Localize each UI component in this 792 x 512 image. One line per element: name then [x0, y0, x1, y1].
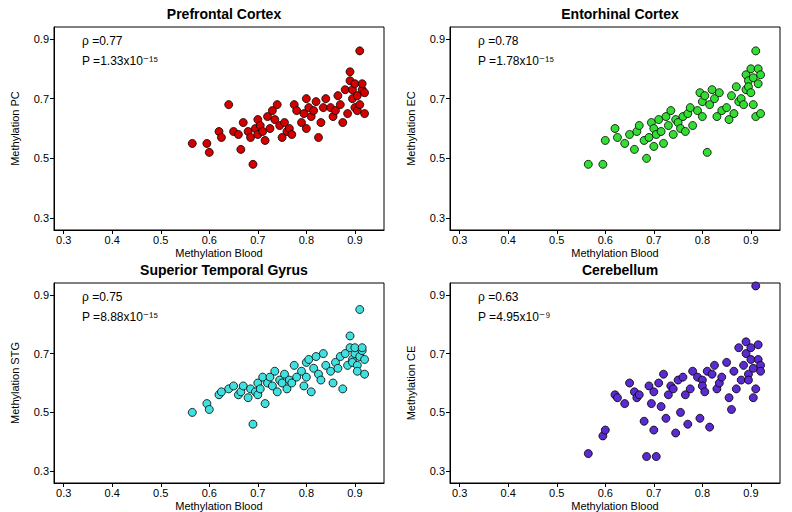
svg-text:Superior Temporal Gyrus: Superior Temporal Gyrus — [140, 262, 308, 278]
svg-text:Cerebellum: Cerebellum — [582, 262, 658, 278]
svg-text:0.9: 0.9 — [34, 289, 49, 301]
svg-text:P =1.33x10⁻¹⁵: P =1.33x10⁻¹⁵ — [82, 54, 158, 68]
svg-text:0.7: 0.7 — [646, 487, 661, 499]
svg-text:0.3: 0.3 — [34, 212, 49, 224]
svg-text:0.4: 0.4 — [501, 234, 516, 246]
svg-text:0.9: 0.9 — [347, 234, 362, 246]
svg-text:0.8: 0.8 — [695, 234, 710, 246]
svg-text:0.9: 0.9 — [743, 234, 758, 246]
svg-text:0.5: 0.5 — [34, 406, 49, 418]
svg-text:0.3: 0.3 — [56, 487, 71, 499]
svg-text:0.3: 0.3 — [430, 212, 445, 224]
svg-text:0.9: 0.9 — [430, 289, 445, 301]
svg-text:0.4: 0.4 — [105, 487, 120, 499]
svg-text:P =8.88x10⁻¹⁵: P =8.88x10⁻¹⁵ — [82, 310, 158, 324]
svg-text:0.8: 0.8 — [299, 234, 314, 246]
svg-text:Methylation CE: Methylation CE — [405, 346, 417, 421]
svg-text:0.7: 0.7 — [646, 234, 661, 246]
svg-text:Methylation Blood: Methylation Blood — [175, 500, 262, 512]
svg-text:0.5: 0.5 — [430, 406, 445, 418]
svg-text:0.9: 0.9 — [430, 33, 445, 45]
svg-text:ρ =0.77: ρ =0.77 — [82, 34, 123, 48]
svg-text:0.9: 0.9 — [34, 33, 49, 45]
svg-text:Entorhinal Cortex: Entorhinal Cortex — [561, 6, 679, 22]
svg-text:Methylation Blood: Methylation Blood — [571, 500, 658, 512]
svg-text:0.8: 0.8 — [695, 487, 710, 499]
svg-text:P =1.78x10⁻¹⁵: P =1.78x10⁻¹⁵ — [478, 54, 554, 68]
svg-text:0.3: 0.3 — [34, 465, 49, 477]
svg-text:0.7: 0.7 — [250, 234, 265, 246]
svg-text:0.5: 0.5 — [153, 234, 168, 246]
svg-text:0.5: 0.5 — [153, 487, 168, 499]
svg-text:0.8: 0.8 — [299, 487, 314, 499]
svg-text:0.6: 0.6 — [202, 487, 217, 499]
svg-text:Methylation PC: Methylation PC — [9, 91, 21, 166]
svg-text:0.7: 0.7 — [34, 348, 49, 360]
svg-text:0.9: 0.9 — [347, 487, 362, 499]
svg-text:ρ =0.75: ρ =0.75 — [82, 290, 123, 304]
svg-text:0.7: 0.7 — [430, 348, 445, 360]
svg-text:0.5: 0.5 — [430, 152, 445, 164]
svg-text:0.4: 0.4 — [105, 234, 120, 246]
svg-text:0.7: 0.7 — [34, 93, 49, 105]
svg-text:P =4.95x10⁻⁹: P =4.95x10⁻⁹ — [478, 310, 550, 324]
svg-text:Methylation Blood: Methylation Blood — [571, 247, 658, 259]
svg-text:0.3: 0.3 — [430, 465, 445, 477]
svg-text:0.5: 0.5 — [549, 234, 564, 246]
svg-text:Methylation STG: Methylation STG — [9, 342, 21, 424]
svg-text:0.3: 0.3 — [452, 234, 467, 246]
svg-text:Methylation Blood: Methylation Blood — [175, 247, 262, 259]
svg-text:Prefrontal Cortex: Prefrontal Cortex — [167, 6, 282, 22]
svg-text:0.6: 0.6 — [598, 487, 613, 499]
svg-text:0.5: 0.5 — [34, 152, 49, 164]
svg-text:0.6: 0.6 — [202, 234, 217, 246]
svg-text:0.3: 0.3 — [452, 487, 467, 499]
svg-text:Methylation EC: Methylation EC — [405, 91, 417, 166]
svg-text:0.9: 0.9 — [743, 487, 758, 499]
svg-text:0.7: 0.7 — [250, 487, 265, 499]
svg-text:0.7: 0.7 — [430, 93, 445, 105]
svg-text:0.4: 0.4 — [501, 487, 516, 499]
svg-text:0.6: 0.6 — [598, 234, 613, 246]
svg-text:0.3: 0.3 — [56, 234, 71, 246]
svg-text:ρ =0.78: ρ =0.78 — [478, 34, 519, 48]
svg-text:ρ =0.63: ρ =0.63 — [478, 290, 519, 304]
svg-text:0.5: 0.5 — [549, 487, 564, 499]
